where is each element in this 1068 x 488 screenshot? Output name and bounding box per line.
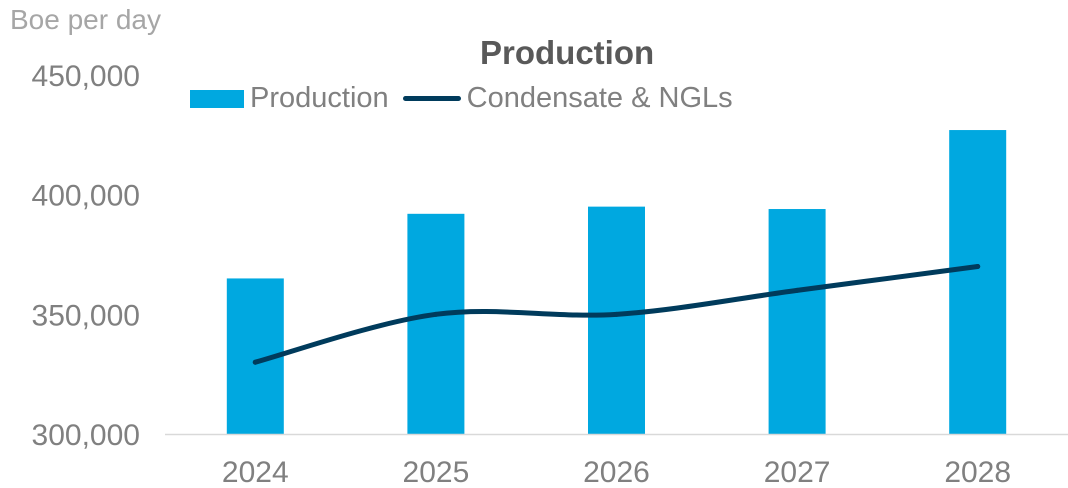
chart-title: Production	[480, 34, 655, 71]
point-condensate-2024	[252, 359, 258, 365]
legend-item-production: Production	[190, 82, 389, 115]
point-condensate-2025	[433, 311, 439, 317]
x-tick-label: 2024	[222, 456, 289, 488]
y-tick-label: 350,000	[32, 299, 140, 332]
x-tick-label: 2025	[403, 456, 470, 488]
bar-production-2028	[949, 130, 1007, 434]
legend-label-condensate: Condensate & NGLs	[466, 82, 733, 114]
legend: Production Condensate & NGLs	[190, 82, 747, 115]
x-tick-label: 2028	[944, 456, 1011, 488]
legend-item-condensate: Condensate & NGLs	[402, 82, 733, 115]
point-condensate-2026	[614, 311, 619, 317]
legend-swatch-production	[190, 89, 244, 108]
legend-label-production: Production	[250, 82, 389, 114]
x-tick-label: 2027	[764, 456, 831, 488]
y-tick-label: 450,000	[32, 60, 140, 93]
y-axis-unit-label: Boe per day	[10, 4, 161, 35]
y-tick-label: 400,000	[32, 180, 140, 213]
legend-swatch-condensate	[402, 96, 461, 101]
y-tick-label: 300,000	[32, 419, 140, 452]
bar-production-2026	[588, 206, 645, 434]
point-condensate-2027	[794, 287, 800, 293]
bar-production-2027	[768, 209, 826, 434]
bar-production-2025	[407, 213, 465, 434]
x-tick-label: 2026	[583, 456, 650, 488]
point-condensate-2028	[975, 263, 981, 269]
